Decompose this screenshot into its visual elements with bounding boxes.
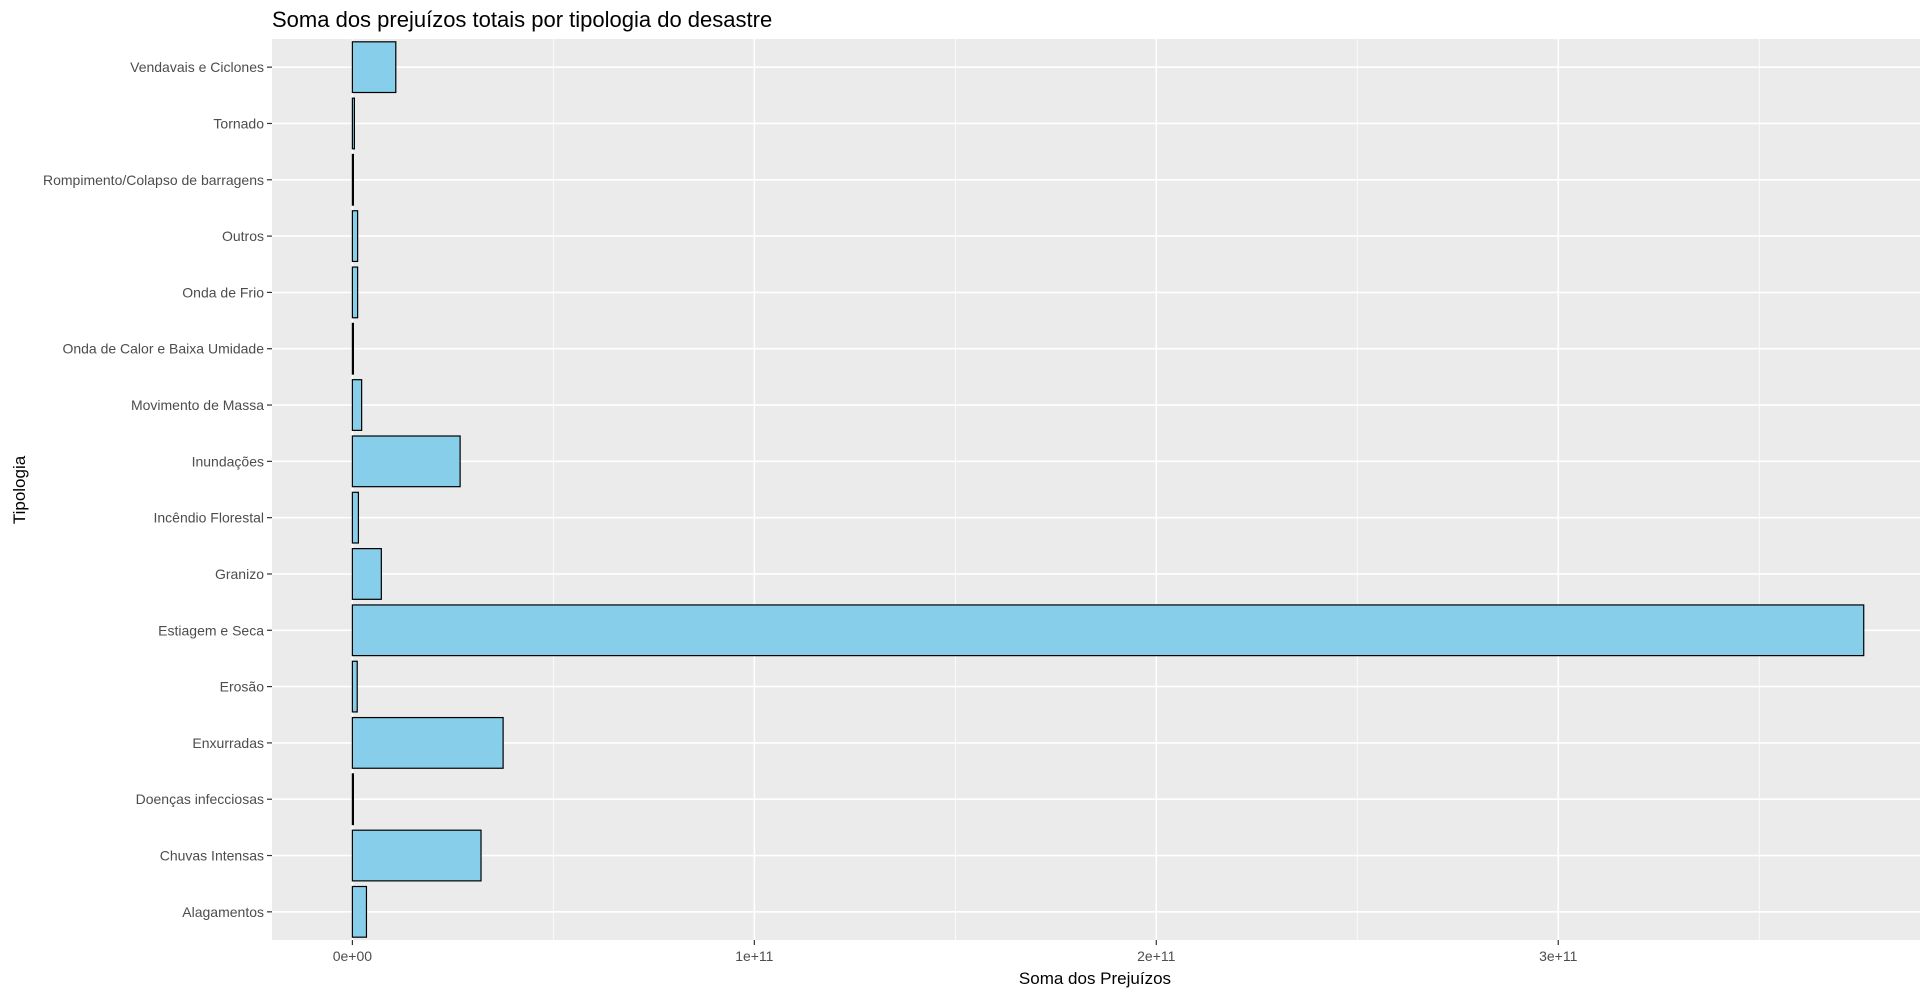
y-tick-label: Onda de Calor e Baixa Umidade xyxy=(62,341,264,357)
bar-onda-de-frio xyxy=(351,266,359,319)
y-axis-title: Tipologia xyxy=(10,455,29,524)
bar-movimento-de-massa xyxy=(351,379,363,431)
y-tick-label: Granizo xyxy=(215,566,264,582)
bar-onda-de-calor-e-baixa-umidade xyxy=(351,322,354,375)
y-tick-label: Estiagem e Seca xyxy=(158,622,264,638)
bar-estiagem-e-seca xyxy=(351,604,1865,657)
bar-rompimento-colapso-de-barragens xyxy=(351,153,354,206)
x-axis-title: Soma dos Prejuízos xyxy=(1019,969,1171,988)
y-tick-label: Doenças infecciosas xyxy=(136,791,264,807)
y-tick-label: Onda de Frio xyxy=(182,284,264,300)
y-tick-label: Movimento de Massa xyxy=(131,397,264,413)
bar-vendavais-e-ciclones xyxy=(351,41,397,94)
bar-inc-ndio-florestal xyxy=(351,491,360,544)
y-tick-label: Enxurradas xyxy=(192,735,264,751)
chart-title: Soma dos prejuízos totais por tipologia … xyxy=(272,7,772,32)
y-tick-label: Tornado xyxy=(213,115,264,131)
x-tick-label: 0e+00 xyxy=(333,948,373,964)
y-axis: Alagamentos Chuvas Intensas Doenças infecc… xyxy=(43,59,272,920)
y-tick-label: Inundações xyxy=(192,453,264,469)
x-tick-label: 1e+11 xyxy=(735,948,773,964)
bar-granizo xyxy=(351,548,382,600)
y-tick-label: Chuvas Intensas xyxy=(160,848,264,864)
bar-alagamentos xyxy=(351,885,368,938)
bars xyxy=(351,41,1865,938)
y-tick-label: Alagamentos xyxy=(182,904,264,920)
y-tick-label: Erosão xyxy=(220,679,265,695)
bar-tornado xyxy=(351,97,356,150)
plot-panel xyxy=(272,39,1920,940)
x-tick-label: 3e+11 xyxy=(1539,948,1577,964)
bar-doen-as-infecciosas xyxy=(351,773,354,826)
bar-chuvas-intensas xyxy=(351,829,482,882)
bar-enxurradas xyxy=(351,716,504,769)
x-axis: 0e+00 1e+11 2e+11 3e+11 xyxy=(333,940,1578,964)
y-tick-label: Incêndio Florestal xyxy=(153,510,264,526)
y-tick-label: Rompimento/Colapso de barragens xyxy=(43,172,264,188)
y-tick-label: Outros xyxy=(222,228,264,244)
bar-inunda-es xyxy=(351,435,461,488)
bar-eros-o xyxy=(351,660,358,713)
y-tick-label: Vendavais e Ciclones xyxy=(130,59,264,75)
bar-outros xyxy=(351,210,359,263)
x-tick-label: 2e+11 xyxy=(1137,948,1175,964)
